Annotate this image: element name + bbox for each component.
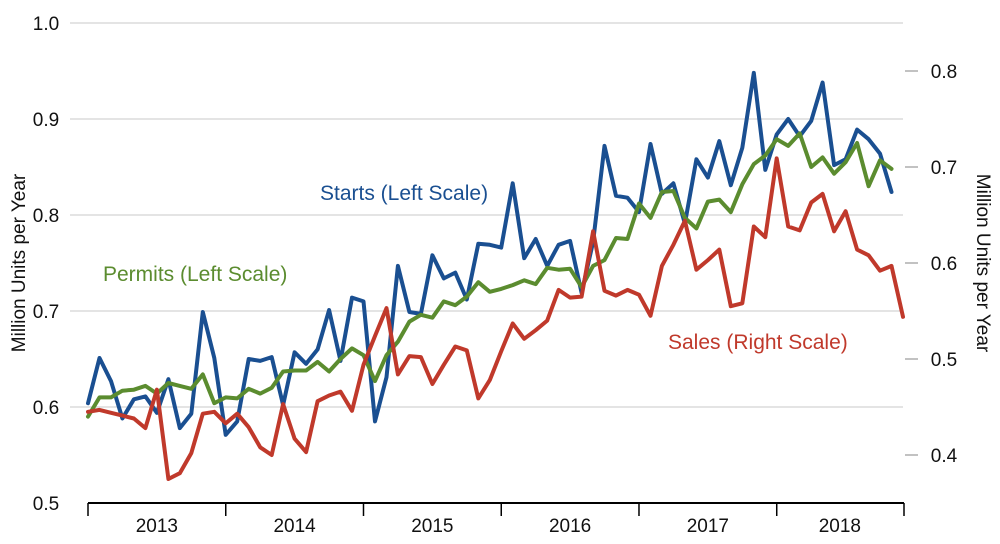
x-tick-label: 2018	[819, 516, 861, 537]
series-line-starts	[86, 70, 894, 437]
y-tick-label-right: 0.4	[931, 446, 958, 467]
y-tick-label-left: 1.0	[33, 14, 59, 35]
x-tick-label: 2016	[549, 516, 591, 537]
y-axis-title-left: Million Units per Year	[9, 173, 30, 352]
axes-layer: 0.5 0.6 0.7 0.8 0.9 1.0 0.4 0.5 0.6 0.7 0.8 2013 201…	[33, 14, 958, 537]
grid-layer	[70, 22, 903, 408]
y-tick-label-right: 0.8	[931, 62, 957, 83]
y-tick-label-left: 0.7	[33, 302, 59, 323]
x-tick-label: 2017	[687, 516, 729, 537]
y-axis-title-right: Million Units per Year	[972, 174, 993, 353]
series-label-permits: Permits (Left Scale)	[103, 263, 287, 286]
series-line-sales	[86, 156, 905, 481]
y-tick-label-right: 0.5	[931, 350, 957, 371]
series-label-starts: Starts (Left Scale)	[320, 182, 488, 205]
x-tick-label: 2014	[273, 516, 316, 537]
series-label-sales: Sales (Right Scale)	[668, 331, 848, 354]
label-layer: Starts (Left Scale) Permits (Left Scale) S…	[103, 182, 848, 354]
y-tick-label-left: 0.5	[33, 494, 59, 515]
x-tick-label: 2015	[411, 516, 453, 537]
y-tick-label-left: 0.6	[33, 398, 59, 419]
y-tick-label-left: 0.8	[33, 206, 59, 227]
series-line-permits	[86, 131, 894, 419]
y-tick-label-left: 0.9	[33, 110, 59, 131]
series-layer	[86, 70, 905, 481]
y-tick-label-right: 0.7	[931, 158, 957, 179]
y-tick-label-right: 0.6	[931, 254, 957, 275]
x-tick-label: 2013	[136, 516, 178, 537]
